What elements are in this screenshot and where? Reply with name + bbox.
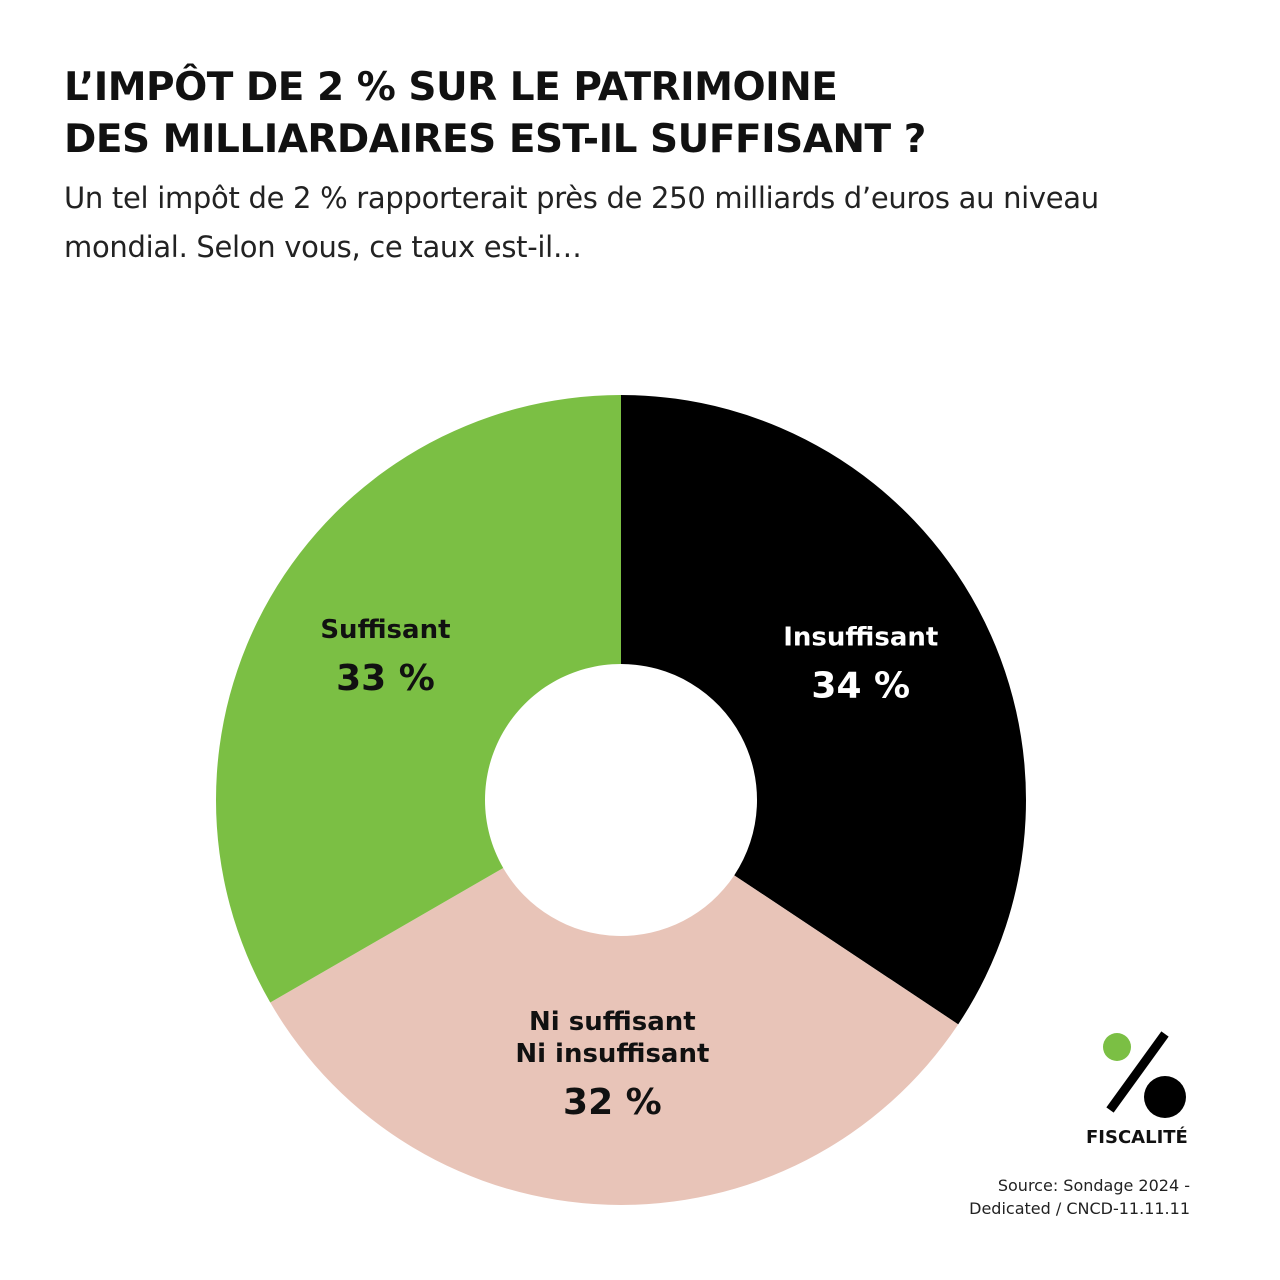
slice-value-label-0: 34 %	[811, 666, 910, 707]
source-line-1: Source: Sondage 2024 -	[997, 1176, 1190, 1195]
slice-label-0: Insuffisant	[783, 623, 938, 653]
slice-label-1: Ni insuffisant	[515, 1039, 709, 1069]
logo-text: FISCALITÉ	[1086, 1127, 1188, 1148]
donut-slice-0	[621, 395, 1027, 1025]
title-line-2: DES MILLIARDAIRES EST-IL SUFFISANT ?	[64, 117, 926, 162]
donut-slice-1	[270, 868, 959, 1205]
title-line-1: L’IMPÔT DE 2 % SUR LE PATRIMOINE	[64, 65, 838, 110]
chart-subtitle: Un tel impôt de 2 % rapporterait près de…	[64, 181, 1099, 264]
logo-percent-icon	[1103, 1031, 1186, 1118]
slice-label-2: Suffisant	[320, 615, 450, 645]
source-note: Source: Sondage 2024 - Dedicated / CNCD-…	[969, 1174, 1190, 1220]
slice-label-1: Ni suffisant	[529, 1007, 696, 1037]
source-line-2: Dedicated / CNCD-11.11.11	[969, 1199, 1190, 1218]
chart-title: L’IMPÔT DE 2 % SUR LE PATRIMOINE DES MIL…	[64, 62, 926, 166]
slice-value-label-1: 32 %	[563, 1082, 662, 1123]
slice-value-label-2: 33 %	[336, 658, 435, 699]
donut-slice-2	[216, 395, 621, 1003]
